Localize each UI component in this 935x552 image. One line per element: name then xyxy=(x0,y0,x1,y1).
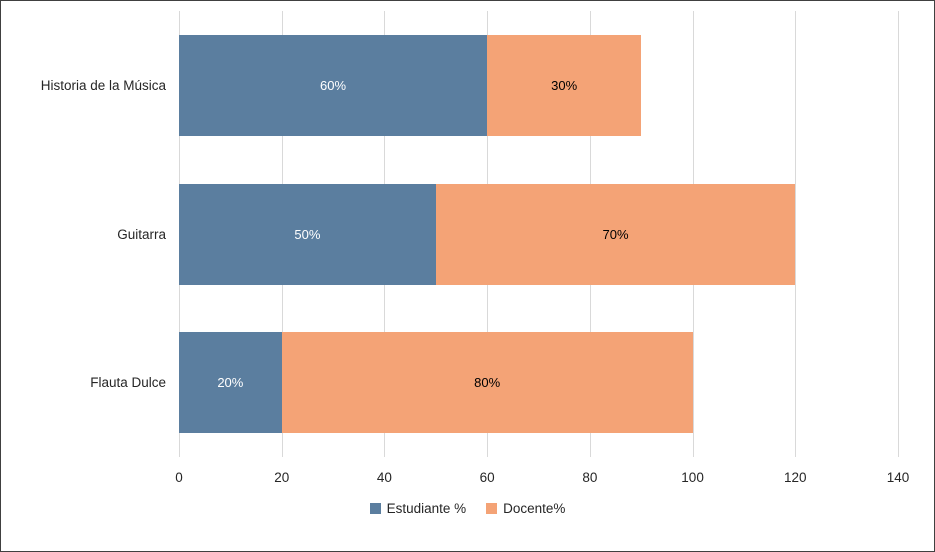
legend-item: Estudiante % xyxy=(369,500,467,516)
bar-segment-estudiante: 50% xyxy=(179,183,436,285)
bar-stack: 50% 70% xyxy=(179,183,898,285)
y-axis-labels: Historia de la Música Guitarra Flauta Dulc… xyxy=(1,11,179,457)
bar-segment-docente: 30% xyxy=(487,34,642,136)
bar-stack: 20% 80% xyxy=(179,332,898,434)
legend-swatch-icon xyxy=(486,502,498,514)
category-label: Historia de la Música xyxy=(40,77,166,93)
bar-segment-docente: 80% xyxy=(281,332,693,434)
gridline xyxy=(898,11,899,457)
x-axis: 0 20 40 60 80 100 120 140 xyxy=(175,457,909,493)
x-tick-label: 40 xyxy=(376,470,392,485)
plot-wrap: Historia de la Música Guitarra Flauta Dulc… xyxy=(1,11,934,457)
bar-segment-estudiante: 20% xyxy=(179,332,282,434)
bar-row: 60% 30% xyxy=(179,11,898,160)
category-label: Flauta Dulce xyxy=(90,375,166,391)
bar-row: 20% 80% xyxy=(179,308,898,457)
bar-rows: 60% 30% 50% 70% 20% 80% xyxy=(179,11,898,457)
legend: Estudiante % Docente% xyxy=(1,493,934,523)
gridline xyxy=(795,11,797,457)
bar-stack: 60% 30% xyxy=(179,34,898,136)
bar-segment-estudiante: 60% xyxy=(179,34,488,136)
category-label: Guitarra xyxy=(117,226,166,242)
legend-item: Docente% xyxy=(486,501,565,516)
x-tick-label: 120 xyxy=(784,470,807,485)
legend-label: Docente% xyxy=(503,500,566,516)
x-tick-label: 20 xyxy=(274,470,290,485)
plot-area: 60% 30% 50% 70% 20% 80% xyxy=(179,11,899,457)
bar-segment-docente: 70% xyxy=(435,183,796,285)
x-tick-label: 60 xyxy=(479,470,495,485)
x-tick-label: 100 xyxy=(681,470,704,485)
x-tick-label: 140 xyxy=(886,470,910,485)
x-tick-label: 80 xyxy=(582,470,598,485)
bar-row: 50% 70% xyxy=(179,160,898,309)
legend-label: Estudiante % xyxy=(386,500,467,516)
legend-swatch-icon xyxy=(369,502,381,514)
x-tick-label: 0 xyxy=(175,470,183,485)
